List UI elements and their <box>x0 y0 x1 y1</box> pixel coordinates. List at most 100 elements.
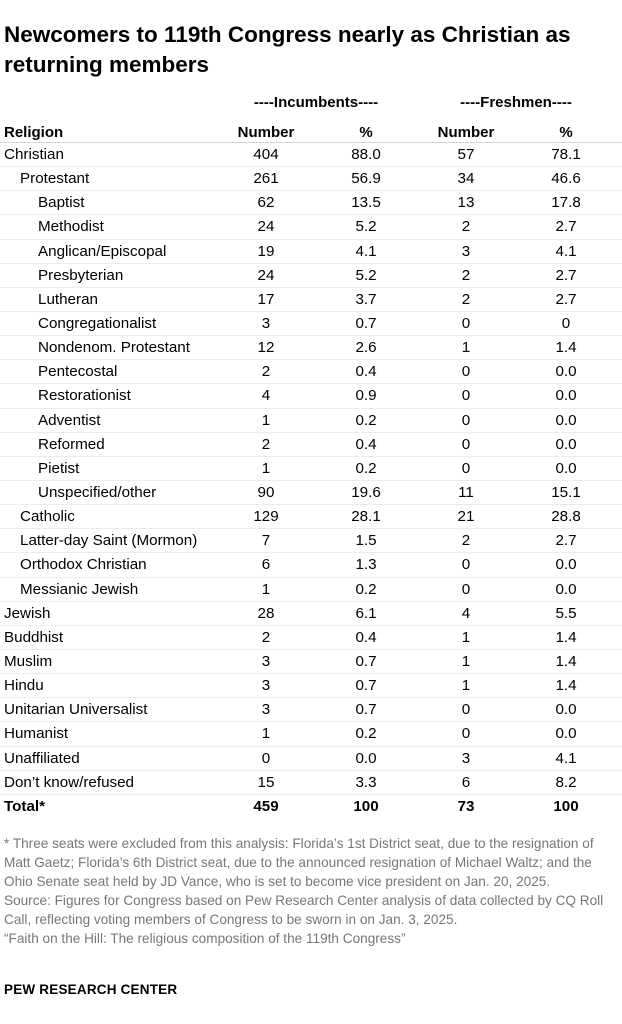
cell-incumbents-percent: 6.1 <box>355 604 377 622</box>
cell-incumbents-number: 90 <box>257 483 275 501</box>
footnote-text: * Three seats were excluded from this an… <box>4 836 594 889</box>
cell-freshmen-percent: 0.0 <box>555 701 577 719</box>
cell-incumbents-number: 4 <box>261 387 271 405</box>
row-label: Protestant <box>20 170 90 188</box>
cell-freshmen-number: 0 <box>461 580 471 598</box>
cell-freshmen-number: 6 <box>461 773 471 791</box>
cell-freshmen-percent: 8.2 <box>555 773 577 791</box>
cell-incumbents-number: 24 <box>257 266 275 284</box>
cell-freshmen-percent: 1.4 <box>555 652 577 670</box>
row-label: Unitarian Universalist <box>4 701 148 719</box>
cell-incumbents-percent: 1.5 <box>355 532 377 550</box>
cell-incumbents-percent: 19.6 <box>351 483 381 501</box>
table-body: Christian 404 88.0 57 78.1 Protestant 261 56.9 3… <box>0 143 622 819</box>
table-row: Protestant 261 56.9 34 46.6 <box>0 167 622 192</box>
cell-freshmen-percent: 0.0 <box>555 580 577 598</box>
row-label: Messianic Jewish <box>20 580 139 598</box>
row-label: Christian <box>4 146 64 163</box>
cell-incumbents-percent: 0.7 <box>355 652 377 670</box>
table-row: Anglican/Episcopal 19 4.1 3 4.1 <box>0 240 622 264</box>
cell-incumbents-number: 2 <box>261 363 271 381</box>
table-row: Buddhist 2 0.4 1 1.4 <box>0 626 622 650</box>
cell-freshmen-number: 13 <box>457 194 475 212</box>
cell-freshmen-number: 0 <box>461 701 471 719</box>
table-row: Presbyterian 24 5.2 2 2.7 <box>0 264 622 288</box>
cell-freshmen-number: 11 <box>458 483 474 501</box>
row-label: Restorationist <box>38 387 131 405</box>
table-row-total: Total* 459 100 73 100 <box>0 795 622 819</box>
table-row: Muslim 3 0.7 1 1.4 <box>0 650 622 675</box>
table-row: Latter-day Saint (Mormon) 7 1.5 2 2.7 <box>0 529 622 554</box>
cell-freshmen-percent: 1.4 <box>555 339 577 357</box>
table-row: Orthodox Christian 6 1.3 0 0.0 <box>0 553 622 578</box>
cell-incumbents-number: 2 <box>261 435 271 453</box>
cell-incumbents-number: 1 <box>261 411 271 429</box>
cell-freshmen-percent: 15.1 <box>551 483 581 501</box>
table-row: Hindu 3 0.7 1 1.4 <box>0 674 622 699</box>
row-label: Congregationalist <box>38 314 157 332</box>
row-label: Methodist <box>38 218 104 236</box>
cell-freshmen-number: 2 <box>461 266 471 284</box>
cell-freshmen-number: 0 <box>461 314 471 332</box>
row-label: Unaffiliated <box>4 749 80 767</box>
table-row: Unspecified/other 90 19.6 11 15.1 <box>0 481 622 506</box>
row-label: Latter-day Saint (Mormon) <box>20 532 198 550</box>
cell-incumbents-percent: 100 <box>353 797 379 815</box>
cell-freshmen-number: 4 <box>461 604 471 622</box>
table-row: Messianic Jewish 1 0.2 0 0.0 <box>0 578 622 602</box>
cell-freshmen-number: 2 <box>461 218 471 236</box>
cell-incumbents-percent: 3.3 <box>355 773 377 791</box>
cell-freshmen-number: 0 <box>461 411 471 429</box>
cell-freshmen-number: 0 <box>461 435 471 453</box>
cell-incumbents-percent: 0.2 <box>355 459 377 477</box>
cell-incumbents-number: 24 <box>257 218 275 236</box>
cell-freshmen-percent: 0.0 <box>555 411 577 429</box>
report-title-text: “Faith on the Hill: The religious compos… <box>4 931 406 946</box>
cell-freshmen-number: 1 <box>461 677 471 695</box>
cell-incumbents-number: 0 <box>261 749 271 767</box>
row-label: Humanist <box>4 725 69 743</box>
cell-incumbents-number: 2 <box>261 628 271 646</box>
cell-freshmen-percent: 1.4 <box>555 677 577 695</box>
cell-freshmen-number: 2 <box>461 532 471 550</box>
chart-title: Newcomers to 119th Congress nearly as Ch… <box>4 22 571 77</box>
cell-incumbents-number: 3 <box>261 652 271 670</box>
table-row: Congregationalist 3 0.7 0 0 <box>0 312 622 337</box>
cell-incumbents-percent: 13.5 <box>351 194 381 212</box>
cell-incumbents-number: 129 <box>253 508 279 526</box>
cell-freshmen-percent: 2.7 <box>555 532 577 550</box>
header-rule <box>0 142 622 143</box>
cell-incumbents-number: 3 <box>261 314 271 332</box>
cell-freshmen-percent: 46.6 <box>551 170 581 188</box>
cell-freshmen-number: 2 <box>461 290 471 308</box>
cell-incumbents-number: 1 <box>261 459 271 477</box>
pew-research-logo-text: PEW RESEARCH CENTER <box>4 982 178 997</box>
cell-incumbents-percent: 56.9 <box>351 170 381 188</box>
cell-incumbents-percent: 0.4 <box>355 435 377 453</box>
cell-incumbents-number: 62 <box>257 194 275 212</box>
cell-incumbents-percent: 0.2 <box>355 725 377 743</box>
cell-freshmen-number: 73 <box>457 797 475 815</box>
cell-incumbents-percent: 2.6 <box>355 339 377 357</box>
column-header-freshmen-number: Number <box>437 124 495 141</box>
source-text: Source: Figures for Congress based on Pe… <box>4 893 604 927</box>
cell-incumbents-percent: 3.7 <box>355 290 377 308</box>
column-header-incumbents-number: Number <box>237 124 295 141</box>
row-label: Adventist <box>38 411 101 429</box>
cell-freshmen-number: 0 <box>461 363 471 381</box>
cell-incumbents-percent: 28.1 <box>351 508 381 526</box>
cell-incumbents-number: 1 <box>261 580 271 598</box>
row-label: Nondenom. Protestant <box>38 339 190 357</box>
table-row: Baptist 62 13.5 13 17.8 <box>0 191 622 216</box>
cell-incumbents-number: 7 <box>261 532 271 550</box>
table-row: Catholic 129 28.1 21 28.8 <box>0 505 622 530</box>
cell-incumbents-percent: 0.2 <box>355 580 377 598</box>
row-label: Buddhist <box>4 628 64 646</box>
cell-freshmen-percent: 17.8 <box>551 194 581 212</box>
cell-freshmen-percent: 100 <box>553 797 579 815</box>
cell-incumbents-percent: 88.0 <box>351 146 381 163</box>
cell-freshmen-number: 1 <box>461 652 471 670</box>
cell-freshmen-number: 0 <box>461 387 471 405</box>
cell-incumbents-percent: 0.4 <box>355 628 377 646</box>
cell-incumbents-number: 459 <box>253 797 279 815</box>
